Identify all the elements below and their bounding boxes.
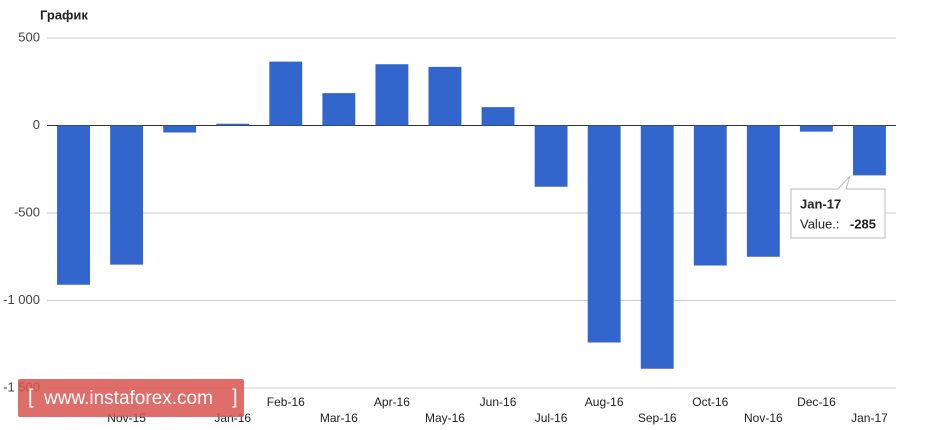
x-tick-label: Nov-16 <box>744 411 783 425</box>
y-tick-label: 500 <box>18 29 40 44</box>
watermark-text: www.instaforex.com <box>43 388 213 409</box>
watermark-bracket: ] <box>232 386 238 408</box>
tooltip-label: Value.: <box>800 216 840 231</box>
bar <box>163 125 197 133</box>
watermark-bg <box>18 379 244 417</box>
bar <box>693 125 727 266</box>
bar <box>216 123 250 126</box>
bar <box>269 61 303 126</box>
x-tick-label: Jan-17 <box>851 411 888 425</box>
tooltip-value: -285 <box>850 216 876 231</box>
tooltip: Jan-17 Value.: -285 <box>790 175 886 239</box>
x-tick-label: Aug-16 <box>585 395 624 409</box>
tooltip-box <box>790 175 886 239</box>
x-tick-label: Jun-16 <box>480 395 517 409</box>
bar <box>110 125 144 265</box>
x-tick-label: May-16 <box>425 411 465 425</box>
bar <box>428 66 462 126</box>
watermark: [ www.instaforex.com ] <box>18 379 244 417</box>
watermark-bracket: [ <box>28 386 34 408</box>
bars <box>57 61 886 369</box>
bar <box>587 125 621 343</box>
tooltip-title: Jan-17 <box>800 196 841 211</box>
bar <box>375 64 409 126</box>
x-tick-label: Apr-16 <box>374 395 410 409</box>
bar <box>640 125 674 369</box>
bar <box>746 125 780 257</box>
bar <box>481 107 515 126</box>
bar <box>322 93 356 126</box>
bar <box>534 125 568 187</box>
x-tick-label: Sep-16 <box>638 411 677 425</box>
y-tick-label: 0 <box>33 117 40 132</box>
bar <box>57 125 90 285</box>
x-tick-label: Feb-16 <box>267 395 305 409</box>
bar <box>853 125 886 176</box>
bar <box>799 125 833 132</box>
chart-title: График <box>40 7 88 22</box>
x-tick-label: Dec-16 <box>797 395 836 409</box>
x-tick-label: Oct-16 <box>692 395 728 409</box>
x-tick-label: Jul-16 <box>535 411 568 425</box>
x-tick-label: Mar-16 <box>320 411 358 425</box>
y-tick-label: -500 <box>14 204 40 219</box>
y-tick-label: -1 000 <box>3 292 40 307</box>
